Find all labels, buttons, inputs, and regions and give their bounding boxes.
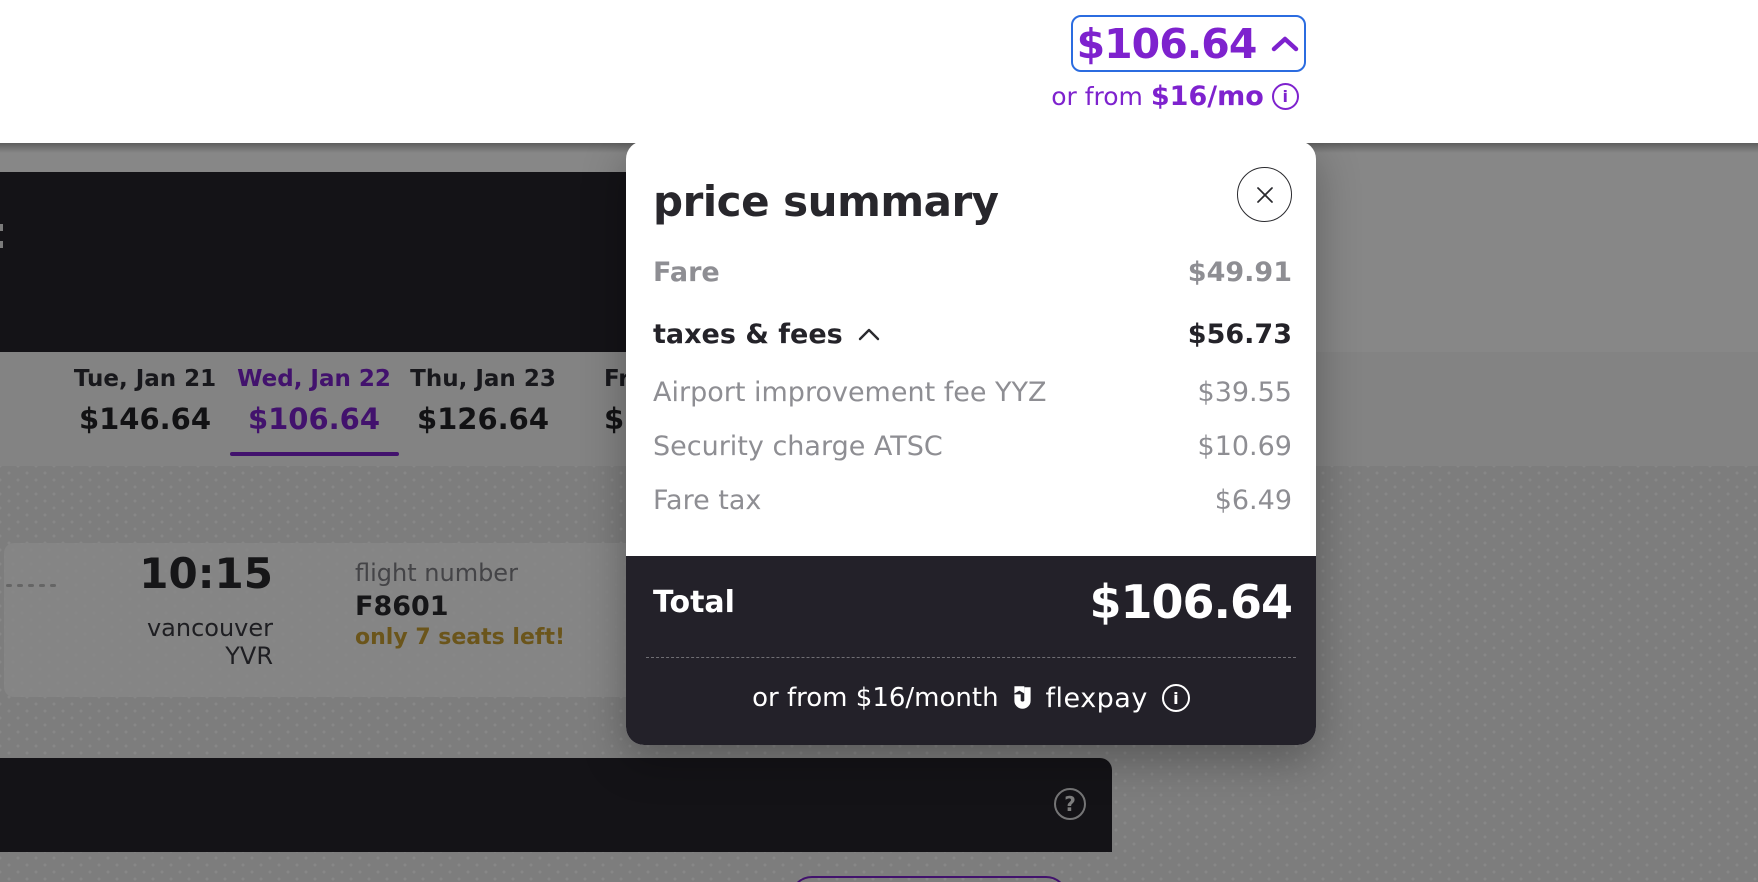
price-row-value: $10.69	[1197, 430, 1292, 462]
price-row-value: $6.49	[1214, 484, 1292, 516]
tab-date-2-selected[interactable]: Wed, Jan 22 $106.64	[184, 352, 444, 466]
tab-date-price: $106.64	[247, 402, 381, 436]
chevron-up-icon	[858, 328, 879, 341]
flexpay-logo-icon	[1013, 686, 1031, 709]
price-row-label: Security charge ATSC	[653, 430, 943, 462]
tab-date-1[interactable]: Tue, Jan 21 $146.64	[15, 352, 275, 466]
selected-tab-underline	[230, 452, 399, 456]
info-icon[interactable]: i	[1161, 684, 1190, 712]
installment-prefix: or from	[1051, 81, 1143, 111]
price-row-label: Airport improvement fee YYZ	[653, 376, 1047, 408]
total-label: Total	[653, 584, 735, 620]
price-row-label: Fare	[653, 256, 720, 288]
departure-city: vancouver	[146, 614, 273, 642]
price-row-fare: Fare $49.91	[653, 254, 1292, 290]
departure-airport-code: YVR	[225, 642, 273, 670]
modal-title: price summary	[653, 177, 999, 226]
route-dotted-line	[6, 584, 56, 587]
page-header: $106.64 or from $16/mo i	[0, 0, 1758, 143]
tab-date-label: Thu, Jan 23	[410, 366, 556, 392]
price-row-label: Fare tax	[653, 484, 762, 516]
total-price-toggle-button[interactable]: $106.64	[1071, 15, 1306, 72]
price-summary-footer: Total $106.64 or from $16/month flexpay …	[626, 556, 1316, 745]
price-row-label: taxes & fees	[653, 318, 843, 350]
flexpay-wordmark: flexpay	[1045, 682, 1148, 714]
fare-options-banner: ?	[0, 758, 1112, 852]
tab-date-label: Tue, Jan 21	[73, 366, 217, 392]
price-row-security-charge: Security charge ATSC $10.69	[653, 428, 1292, 464]
taxes-fees-toggle[interactable]: taxes & fees	[653, 319, 881, 350]
price-row-taxes-fees: taxes & fees $56.73	[653, 316, 1292, 352]
total-row: Total $106.64	[653, 575, 1293, 629]
installment-amount: $16/mo	[1150, 80, 1264, 112]
tab-date-price: $146.64	[78, 402, 212, 436]
departure-time: 10:15	[139, 549, 273, 598]
price-row-value: $39.55	[1197, 376, 1292, 408]
tab-date-3[interactable]: Thu, Jan 23 $126.64	[353, 352, 613, 466]
tab-date-label: Wed, Jan 22	[237, 366, 391, 392]
flight-number-value: F8601	[355, 591, 449, 622]
close-x-glyph	[1256, 186, 1273, 203]
flexpay-offer: or from $16/month flexpay i	[626, 678, 1316, 718]
price-row-fare-tax: Fare tax $6.49	[653, 482, 1292, 518]
price-summary-modal: price summary Fare $49.91 taxes & fees $…	[626, 141, 1316, 745]
total-value: $106.64	[1089, 575, 1293, 629]
flight-number-label: flight number	[355, 559, 518, 587]
price-row-airport-fee: Airport improvement fee YYZ $39.55	[653, 374, 1292, 410]
footer-divider	[646, 657, 1296, 658]
clipped-text-fragment	[0, 224, 3, 231]
clipped-text-fragment	[0, 241, 3, 248]
price-row-value: $56.73	[1187, 318, 1292, 350]
seats-left-warning: only 7 seats left!	[355, 625, 565, 650]
header-total-price: $106.64	[1076, 19, 1258, 68]
tab-date-price: $126.64	[416, 402, 550, 436]
flexpay-installment-text: or from $16/month	[752, 683, 999, 713]
installment-offer: or from $16/mo i	[1040, 78, 1310, 114]
help-icon[interactable]: ?	[1054, 788, 1086, 820]
price-row-value: $49.91	[1187, 256, 1292, 288]
close-icon[interactable]	[1237, 167, 1292, 222]
chevron-up-icon	[1272, 36, 1299, 51]
info-icon[interactable]: i	[1271, 82, 1299, 110]
